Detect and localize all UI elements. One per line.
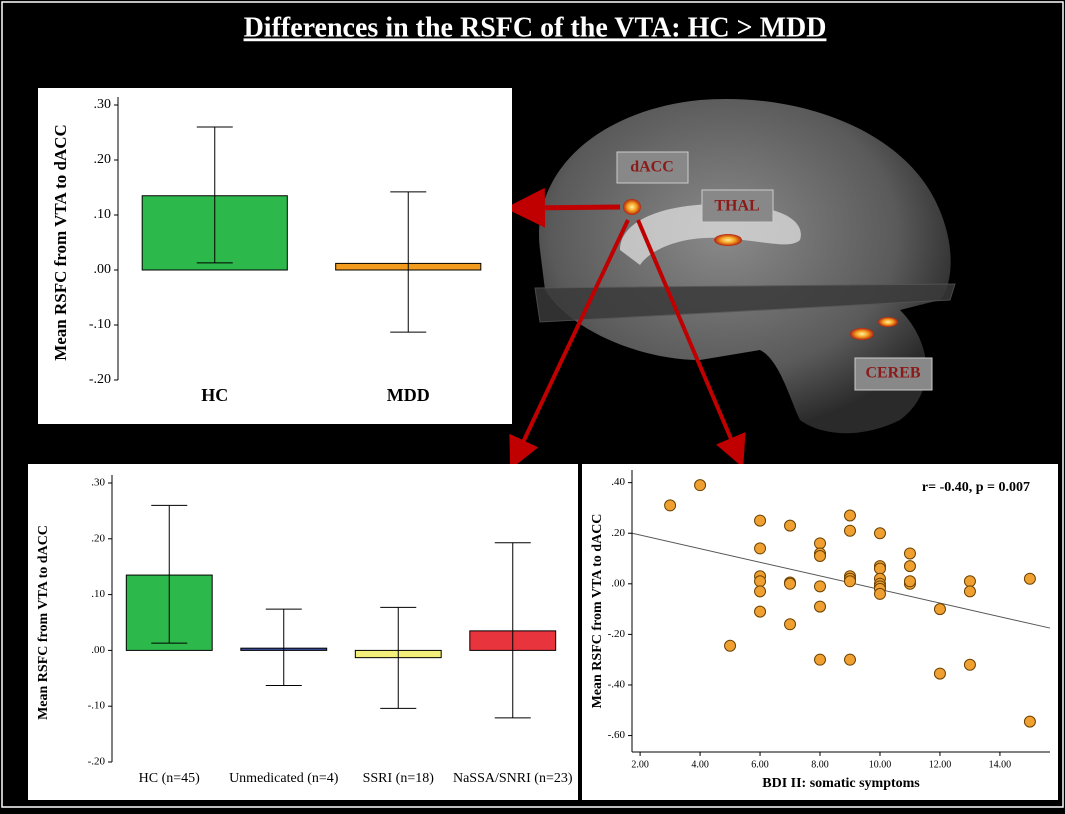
chart-background	[582, 464, 1058, 800]
y-tick-label: .30	[94, 97, 112, 112]
point	[904, 576, 915, 587]
point	[755, 543, 766, 554]
annotation: r= -0.40, p = 0.007	[922, 480, 1030, 495]
y-axis-label: Mean RSFC from VTA to dACC	[36, 525, 51, 720]
y-tick-label: .00	[94, 262, 112, 277]
y-tick-label: -.40	[608, 679, 626, 691]
x-tick-label: 8.00	[811, 759, 829, 770]
y-tick-label: -.20	[608, 628, 626, 640]
point	[844, 576, 855, 587]
x-tick-label: 12.00	[929, 759, 952, 770]
x-tick-label: 10.00	[869, 759, 892, 770]
y-axis-label: Mean RSFC from VTA to dACC	[51, 124, 70, 361]
point	[815, 601, 826, 612]
y-tick-label: .20	[94, 152, 112, 167]
y-axis-label: Mean RSFC from VTA to dACC	[590, 514, 605, 709]
point	[815, 538, 826, 549]
point	[1024, 716, 1035, 727]
x-axis-label: BDI II: somatic symptoms	[762, 776, 920, 791]
point	[964, 586, 975, 597]
x-tick-label: 14.00	[989, 759, 1012, 770]
point	[904, 548, 915, 559]
point	[815, 550, 826, 561]
point	[755, 586, 766, 597]
x-tick-label: MDD	[387, 385, 430, 405]
point	[755, 606, 766, 617]
chart: HC (n=45) Unmedicated (n=4) SSRI (n=18) NaS…	[28, 464, 578, 800]
page: Differences in the RSFC of the VTA: HC >…	[0, 0, 1065, 814]
point	[934, 604, 945, 615]
point	[755, 515, 766, 526]
point	[964, 576, 975, 587]
point	[665, 500, 676, 511]
y-tick-label: .30	[91, 477, 105, 489]
brain-label: THAL	[714, 198, 759, 215]
point	[844, 525, 855, 536]
y-tick-label: -.60	[608, 729, 626, 741]
point	[725, 640, 736, 651]
y-tick-label: .10	[91, 588, 105, 600]
point	[934, 668, 945, 679]
figure: Differences in the RSFC of the VTA: HC >…	[0, 0, 1065, 809]
y-tick-label: -.20	[89, 372, 111, 387]
x-tick-label: 4.00	[691, 759, 709, 770]
point	[874, 588, 885, 599]
point	[874, 528, 885, 539]
point	[785, 578, 796, 589]
point	[1024, 573, 1035, 584]
brain-label: dACC	[630, 159, 674, 176]
y-tick-label: .20	[91, 532, 105, 544]
point	[695, 480, 706, 491]
point	[874, 563, 885, 574]
x-tick-label: Unmedicated (n=4)	[229, 771, 339, 786]
chart: 2.00 4.00 6.00 8.00 10.00 12.00 14.00 BDI II: s…	[582, 464, 1058, 800]
y-tick-label: -.20	[88, 756, 106, 768]
point	[844, 654, 855, 665]
x-tick-label: HC (n=45)	[139, 771, 201, 786]
x-tick-label: HC	[201, 385, 228, 405]
brain-label: CEREB	[865, 365, 920, 382]
y-tick-label: .00	[91, 644, 105, 656]
figure-title: Differences in the RSFC of the VTA: HC >…	[244, 12, 827, 43]
y-tick-label: -.10	[88, 700, 106, 712]
y-tick-label: .10	[94, 207, 112, 222]
point	[844, 510, 855, 521]
point	[815, 581, 826, 592]
x-tick-label: 2.00	[631, 759, 649, 770]
x-tick-label: 6.00	[751, 759, 769, 770]
point	[785, 619, 796, 630]
y-tick-label: -.10	[89, 317, 111, 332]
y-tick-label: .00	[611, 577, 625, 589]
y-tick-label: .20	[611, 527, 625, 539]
x-tick-label: NaSSA/SNRI (n=23)	[453, 771, 573, 786]
chart: HC MDD .30 .20 .10 .00 -.10 -.20 Mean RSFC from …	[38, 88, 512, 424]
point	[755, 576, 766, 587]
point	[964, 659, 975, 670]
point	[904, 561, 915, 572]
x-tick-label: SSRI (n=18)	[363, 771, 435, 786]
point	[785, 520, 796, 531]
y-tick-label: .40	[611, 476, 625, 488]
point	[815, 654, 826, 665]
